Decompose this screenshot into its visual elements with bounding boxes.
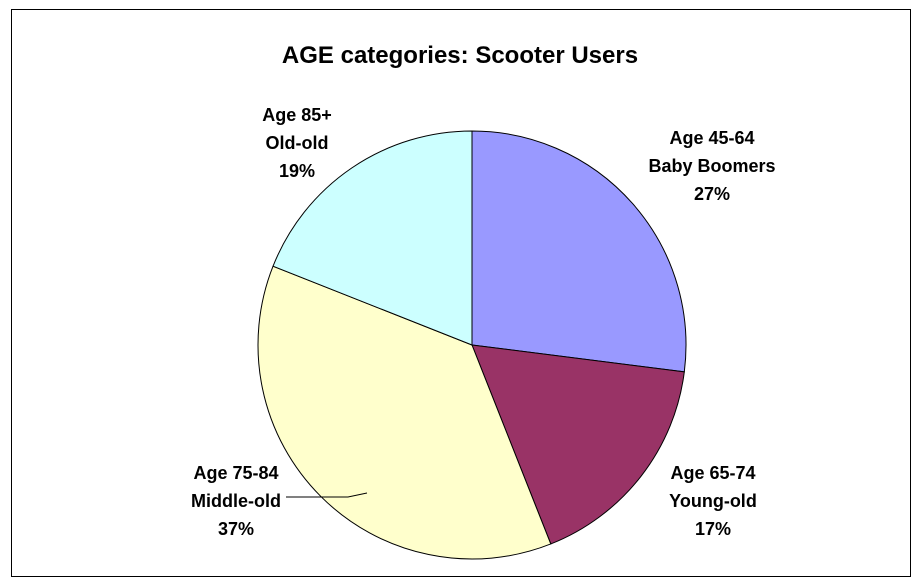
pie-slice-young-old <box>471 344 685 545</box>
pie-slices <box>257 130 687 560</box>
pie-slice-baby-boomers <box>471 130 687 373</box>
slice-label-baby-boomers: Age 45-64 Baby Boomers 27% <box>648 128 775 204</box>
chart-title: AGE categories: Scooter Users <box>281 42 639 69</box>
slice-label-old-old: Age 85+ Old-old 19% <box>262 105 332 181</box>
pie-slice-middle-old <box>257 265 552 560</box>
slice-labels: Age 45-64 Baby Boomers 27% Age 65-74 Young-o… <box>191 105 776 539</box>
leader-lines <box>286 492 368 498</box>
pie-slice-old-old <box>272 130 473 346</box>
slice-label-young-old: Age 65-74 Young-old 17% <box>669 463 757 539</box>
leader-line-middle-old <box>286 492 368 498</box>
slice-label-middle-old: Age 75-84 Middle-old 37% <box>191 463 281 539</box>
